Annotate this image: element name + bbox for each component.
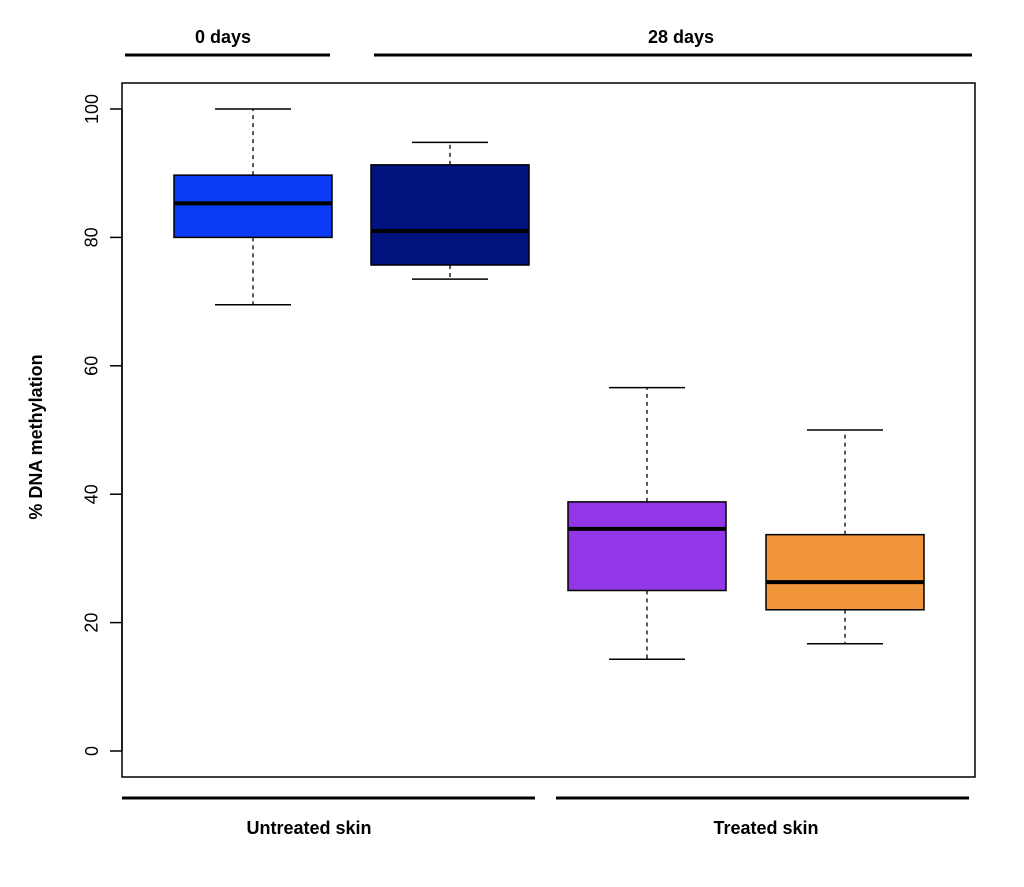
y-tick-label: 60 xyxy=(82,356,102,376)
top-group-label-1: 28 days xyxy=(648,27,714,47)
top-groups: 0 days 28 days xyxy=(125,27,972,57)
bottom-groups: Untreated skin Treated skin xyxy=(122,796,969,838)
box-1 xyxy=(370,141,530,280)
top-group-label-0: 0 days xyxy=(195,27,251,47)
iqr-box xyxy=(567,501,727,592)
y-tick-label: 100 xyxy=(82,94,102,124)
bottom-group-label-0: Untreated skin xyxy=(246,818,371,838)
bottom-group-label-1: Treated skin xyxy=(713,818,818,838)
y-tick-label: 80 xyxy=(82,227,102,247)
iqr-box xyxy=(370,164,530,266)
boxes xyxy=(173,108,925,660)
iqr-box xyxy=(173,174,333,239)
box-0 xyxy=(173,108,333,306)
y-tick-label: 20 xyxy=(82,613,102,633)
box-2 xyxy=(567,386,727,660)
box-3 xyxy=(765,429,925,645)
y-tick-label: 40 xyxy=(82,484,102,504)
y-tick-label: 0 xyxy=(82,746,102,756)
iqr-box xyxy=(765,533,925,611)
y-axis-label: % DNA methylation xyxy=(26,354,46,519)
y-ticks: 0 20 40 60 80 100 xyxy=(82,94,122,756)
